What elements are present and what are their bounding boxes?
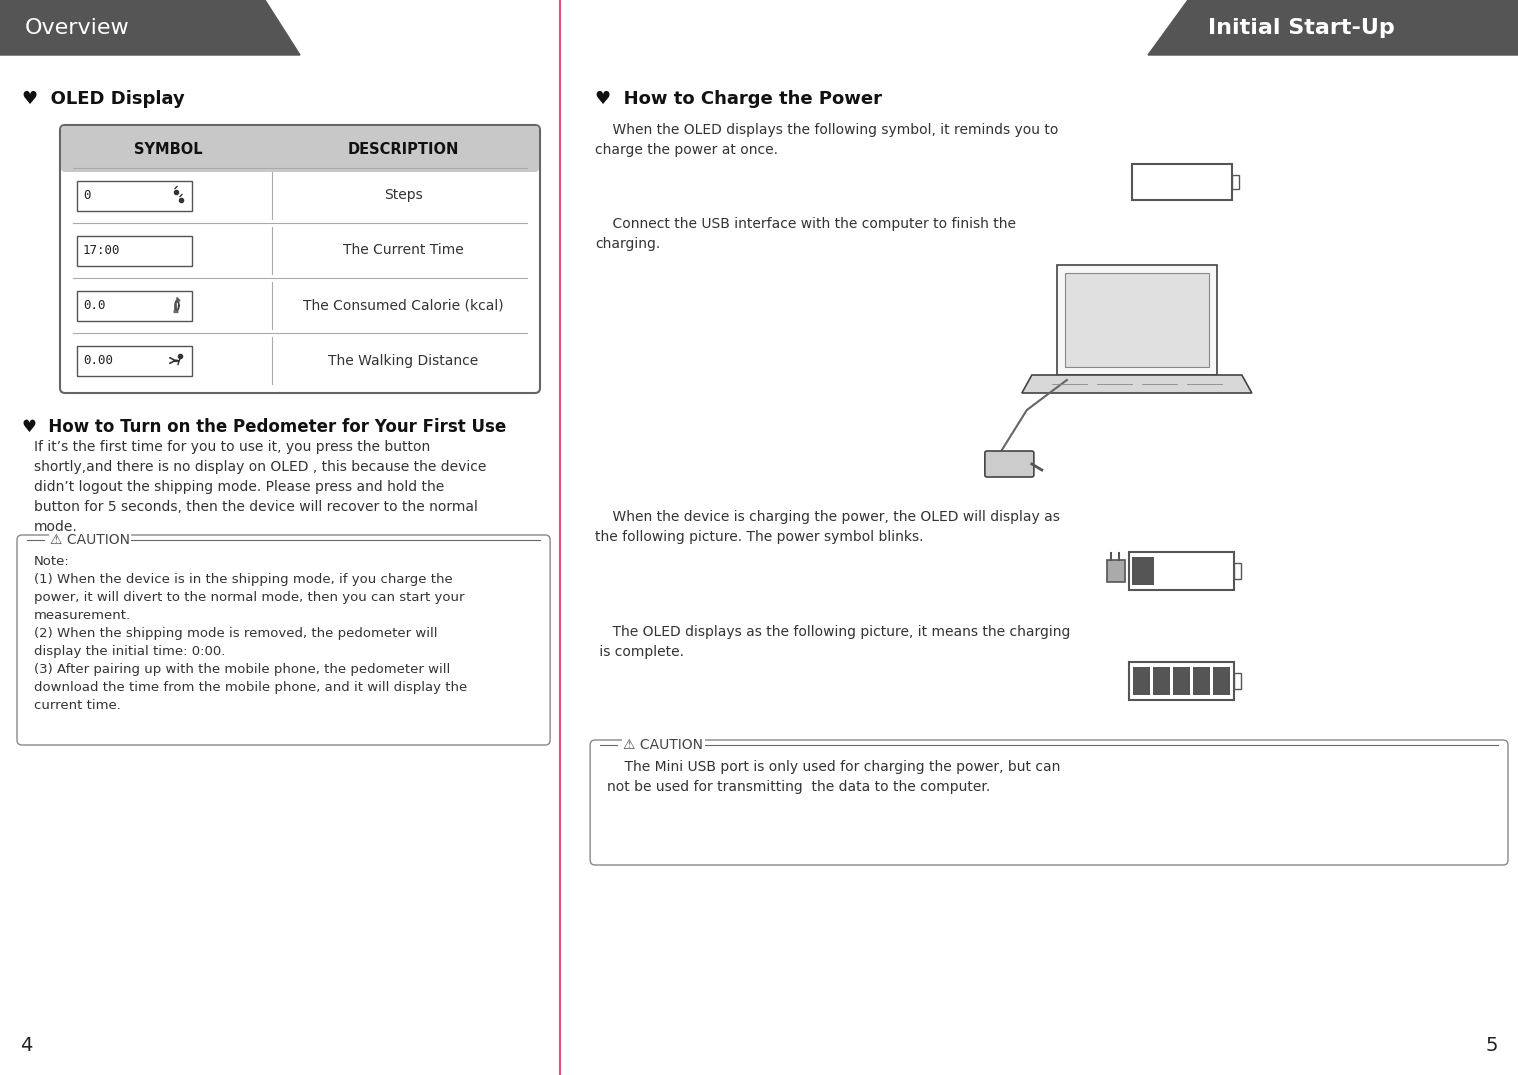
Text: 17:00: 17:00: [83, 244, 120, 257]
Bar: [1213, 666, 1231, 696]
Text: The Walking Distance: The Walking Distance: [328, 354, 478, 368]
Bar: [1234, 563, 1242, 578]
Text: Note:
(1) When the device is in the shipping mode, if you charge the
power, it w: Note: (1) When the device is in the ship…: [33, 555, 468, 712]
Bar: [1134, 666, 1151, 696]
Text: 0.00: 0.00: [83, 354, 112, 367]
Bar: [1132, 557, 1155, 585]
FancyBboxPatch shape: [591, 740, 1507, 865]
Text: ⚠ CAUTION: ⚠ CAUTION: [624, 739, 703, 752]
Text: 5: 5: [1486, 1036, 1498, 1055]
Text: The Mini USB port is only used for charging the power, but can
not be used for t: The Mini USB port is only used for charg…: [607, 760, 1061, 794]
Bar: [1234, 673, 1242, 689]
Polygon shape: [175, 298, 181, 313]
Text: Initial Start-Up: Initial Start-Up: [1208, 17, 1395, 38]
FancyBboxPatch shape: [17, 535, 550, 745]
Text: 0.0: 0.0: [83, 299, 105, 312]
Text: ♥  How to Turn on the Pedometer for Your First Use: ♥ How to Turn on the Pedometer for Your …: [21, 418, 505, 436]
Text: The Consumed Calorie (kcal): The Consumed Calorie (kcal): [304, 299, 504, 313]
FancyBboxPatch shape: [61, 125, 540, 393]
Text: ⚠ CAUTION: ⚠ CAUTION: [50, 533, 131, 547]
FancyBboxPatch shape: [985, 452, 1034, 477]
Bar: [1233, 175, 1239, 189]
Bar: [1129, 551, 1234, 590]
Bar: [1132, 164, 1233, 200]
Bar: [77, 290, 191, 320]
Bar: [77, 181, 191, 211]
Text: DESCRIPTION: DESCRIPTION: [348, 142, 458, 157]
Text: 4: 4: [20, 1036, 32, 1055]
Text: ♥  How to Charge the Power: ♥ How to Charge the Power: [595, 90, 882, 108]
Bar: [1173, 666, 1190, 696]
Text: If it’s the first time for you to use it, you press the button
shortly,and there: If it’s the first time for you to use it…: [33, 440, 486, 534]
Bar: [1064, 273, 1208, 367]
Bar: [77, 345, 191, 375]
Text: The OLED displays as the following picture, it means the charging
 is complete.: The OLED displays as the following pictu…: [595, 625, 1070, 659]
Bar: [1108, 560, 1125, 583]
Text: Overview: Overview: [24, 17, 129, 38]
Text: When the OLED displays the following symbol, it reminds you to
charge the power : When the OLED displays the following sym…: [595, 123, 1058, 157]
Text: SYMBOL: SYMBOL: [134, 142, 203, 157]
Text: Connect the USB interface with the computer to finish the
charging.: Connect the USB interface with the compu…: [595, 217, 1016, 252]
Polygon shape: [1022, 375, 1252, 393]
Text: Steps: Steps: [384, 188, 424, 202]
Polygon shape: [0, 0, 301, 55]
Text: 0: 0: [83, 189, 91, 202]
Text: The Current Time: The Current Time: [343, 244, 465, 258]
Bar: [1154, 666, 1170, 696]
Text: ♥  OLED Display: ♥ OLED Display: [21, 90, 185, 108]
Bar: [77, 235, 191, 266]
Polygon shape: [1148, 0, 1518, 55]
Bar: [1129, 662, 1234, 700]
Text: When the device is charging the power, the OLED will display as
the following pi: When the device is charging the power, t…: [595, 510, 1060, 544]
FancyBboxPatch shape: [61, 126, 539, 172]
FancyBboxPatch shape: [1057, 266, 1217, 375]
Bar: [1193, 666, 1210, 696]
